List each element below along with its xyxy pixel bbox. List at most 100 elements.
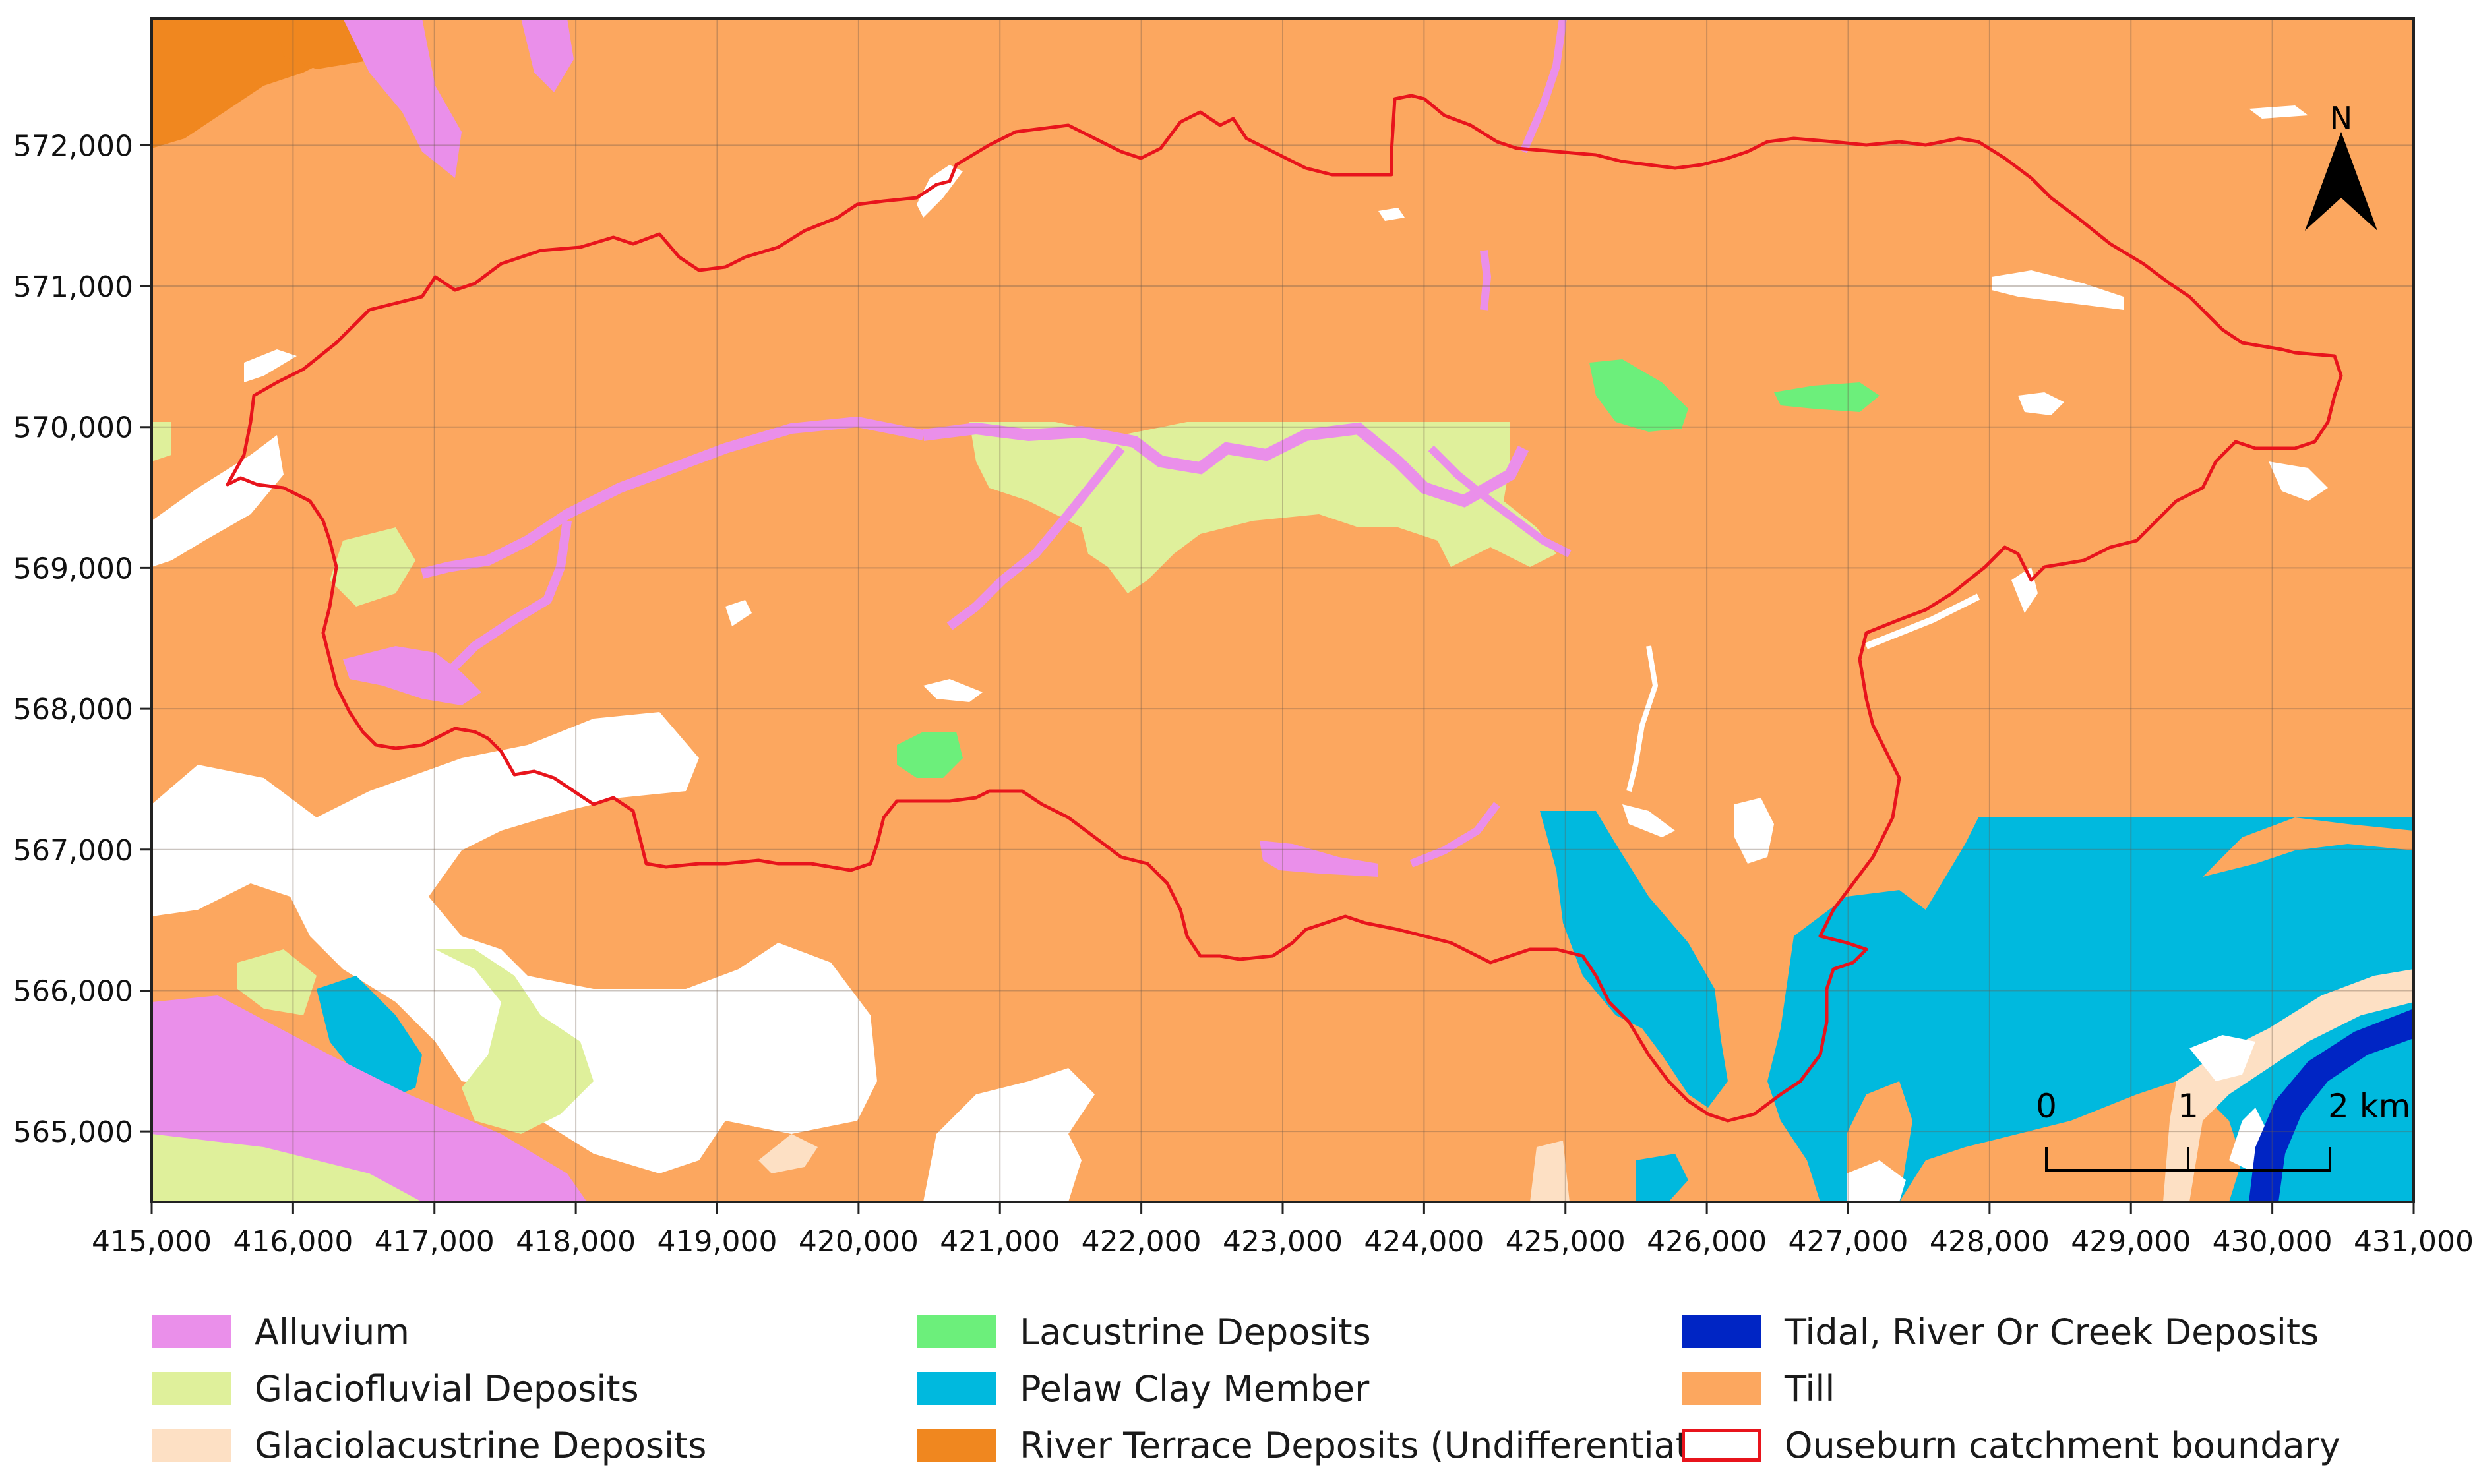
alluvium-area-top-2 (521, 18, 574, 92)
legend: Alluvium Glaciofluvial Deposits Glaciolacu… (152, 1309, 2340, 1480)
no-deposit-patch-12 (1378, 208, 1405, 221)
scale-bar: 0 1 2 km (2036, 1087, 2410, 1172)
x-tick-label: 417,000 (375, 1225, 495, 1259)
legend-item: Lacustrine Deposits (917, 1309, 1371, 1355)
legend-item: Glaciofluvial Deposits (152, 1365, 639, 1411)
no-deposit-patch-2 (2018, 392, 2064, 415)
no-deposit-patch-9 (725, 600, 752, 626)
no-deposit-area-east (2189, 1035, 2255, 1081)
north-arrow: N (2305, 100, 2377, 231)
y-tick-label: 572,000 (13, 129, 133, 163)
coordinate-grid (152, 18, 2414, 1202)
legend-label: Glaciofluvial Deposits (255, 1367, 639, 1410)
x-tick-label: 416,000 (233, 1225, 353, 1259)
legend-item: Ouseburn catchment boundary (1682, 1422, 2340, 1468)
x-tick-label: 419,000 (657, 1225, 778, 1259)
scale-label-2: 2 km (2328, 1087, 2410, 1125)
lacustrine-area-3 (897, 732, 963, 778)
glaciofluvial-strip-sw (152, 1134, 422, 1202)
alluvium-stream-north (1480, 250, 1492, 311)
ouseburn-catchment-boundary (226, 94, 2343, 1123)
x-tick-label: 422,000 (1082, 1225, 1202, 1259)
legend-swatch (1682, 1372, 1761, 1405)
legend-item: Tidal, River Or Creek Deposits (1682, 1309, 2319, 1355)
legend-swatch (917, 1372, 996, 1405)
no-deposit-patch-1 (1992, 270, 2124, 310)
scale-bar-line (2045, 1147, 2331, 1172)
legend-label: Lacustrine Deposits (1020, 1311, 1371, 1353)
north-arrow-icon (2305, 132, 2377, 231)
legend-label: Ouseburn catchment boundary (1785, 1424, 2340, 1466)
pelaw-clay-area-east-2 (1767, 817, 2414, 1202)
pelaw-clay-area-east (1540, 811, 1728, 1108)
y-tick-label: 565,000 (13, 1115, 133, 1149)
x-tick-label: 423,000 (1223, 1225, 1343, 1259)
glaciofluvial-area-left (330, 527, 415, 607)
no-deposit-patch-8 (2249, 105, 2308, 119)
tidal-deposits-area (2249, 1009, 2414, 1202)
no-deposit-patch-4 (1734, 798, 1774, 864)
legend-item: Pelaw Clay Member (917, 1365, 1369, 1411)
no-deposit-area-left (152, 435, 284, 567)
no-deposit-patch-6 (923, 679, 983, 702)
legend-item: River Terrace Deposits (Undifferentiated… (917, 1422, 1748, 1468)
no-deposit-area-sw (152, 712, 877, 1173)
y-tick-label: 568,000 (13, 693, 133, 727)
y-tick-label: 571,000 (13, 270, 133, 304)
legend-swatch (917, 1315, 996, 1348)
alluvium-area-top (343, 18, 462, 178)
map-frame-content (152, 18, 2414, 1202)
alluvium-stream-south-2 (1409, 802, 1500, 868)
no-deposit-stream (1626, 645, 1659, 792)
x-tick-label: 418,000 (516, 1225, 636, 1259)
glaciofluvial-area-sw-2 (237, 949, 317, 1015)
alluvium-stream-se (1428, 445, 1572, 558)
alluvium-stream-west (421, 416, 925, 579)
alluvium-stream-central (922, 422, 1529, 508)
x-tick-label: 430,000 (2213, 1225, 2333, 1259)
alluvium-stream-ne (1519, 18, 1567, 154)
legend-label: Till (1785, 1367, 1835, 1410)
alluvium-stream-central-2 (946, 445, 1125, 630)
x-tick-label: 426,000 (1647, 1225, 1767, 1259)
till-inset-ne (2203, 817, 2414, 877)
x-tick-label: 428,000 (1930, 1225, 2050, 1259)
glaciofluvial-area-left-2 (152, 422, 171, 461)
x-tick-label: 415,000 (92, 1225, 212, 1259)
x-tick-label: 425,000 (1506, 1225, 1626, 1259)
no-deposit-patch-10 (244, 349, 297, 382)
legend-label: Alluvium (255, 1311, 410, 1353)
river-terrace-area-2 (277, 26, 376, 69)
no-deposit-area-south-e (1847, 1160, 1906, 1202)
legend-label: Tidal, River Or Creek Deposits (1785, 1311, 2319, 1353)
lacustrine-area-1 (1589, 359, 1688, 432)
x-tick-label: 431,000 (2354, 1225, 2474, 1259)
x-tick-label: 421,000 (940, 1225, 1060, 1259)
pelaw-clay-area-sw (317, 976, 422, 1101)
legend-swatch (152, 1315, 231, 1348)
x-tick-label: 427,000 (1789, 1225, 1909, 1259)
pelaw-clay-area-south (1636, 1154, 1688, 1202)
legend-item: Alluvium (152, 1309, 410, 1355)
legend-item: Till (1682, 1365, 1835, 1411)
legend-label: Glaciolacustrine Deposits (255, 1424, 707, 1466)
lacustrine-area-2 (1774, 382, 1880, 412)
y-tick-label: 570,000 (13, 411, 133, 445)
no-deposit-stream-2 (1865, 593, 1980, 649)
x-tick-label: 429,000 (2071, 1225, 2191, 1259)
x-tick-label: 420,000 (799, 1225, 919, 1259)
alluvium-area-west (343, 646, 481, 705)
no-deposit-patch-5 (1622, 804, 1675, 837)
glaciolacustrine-area-south (758, 1134, 818, 1173)
y-tick-label: 569,000 (13, 552, 133, 585)
legend-swatch (1682, 1429, 1761, 1462)
no-deposit-area-south (923, 1068, 1095, 1202)
y-tick-label: 566,000 (13, 974, 133, 1008)
scale-label-1: 1 (2178, 1087, 2199, 1125)
no-deposit-patch-3 (2269, 461, 2328, 501)
legend-swatch (152, 1429, 231, 1462)
glaciofluvial-area-sw (435, 949, 594, 1134)
x-axis: 415,000 416,000 417,000 418,000 419,000 420,0… (92, 1202, 2474, 1259)
legend-swatch (1682, 1315, 1761, 1348)
